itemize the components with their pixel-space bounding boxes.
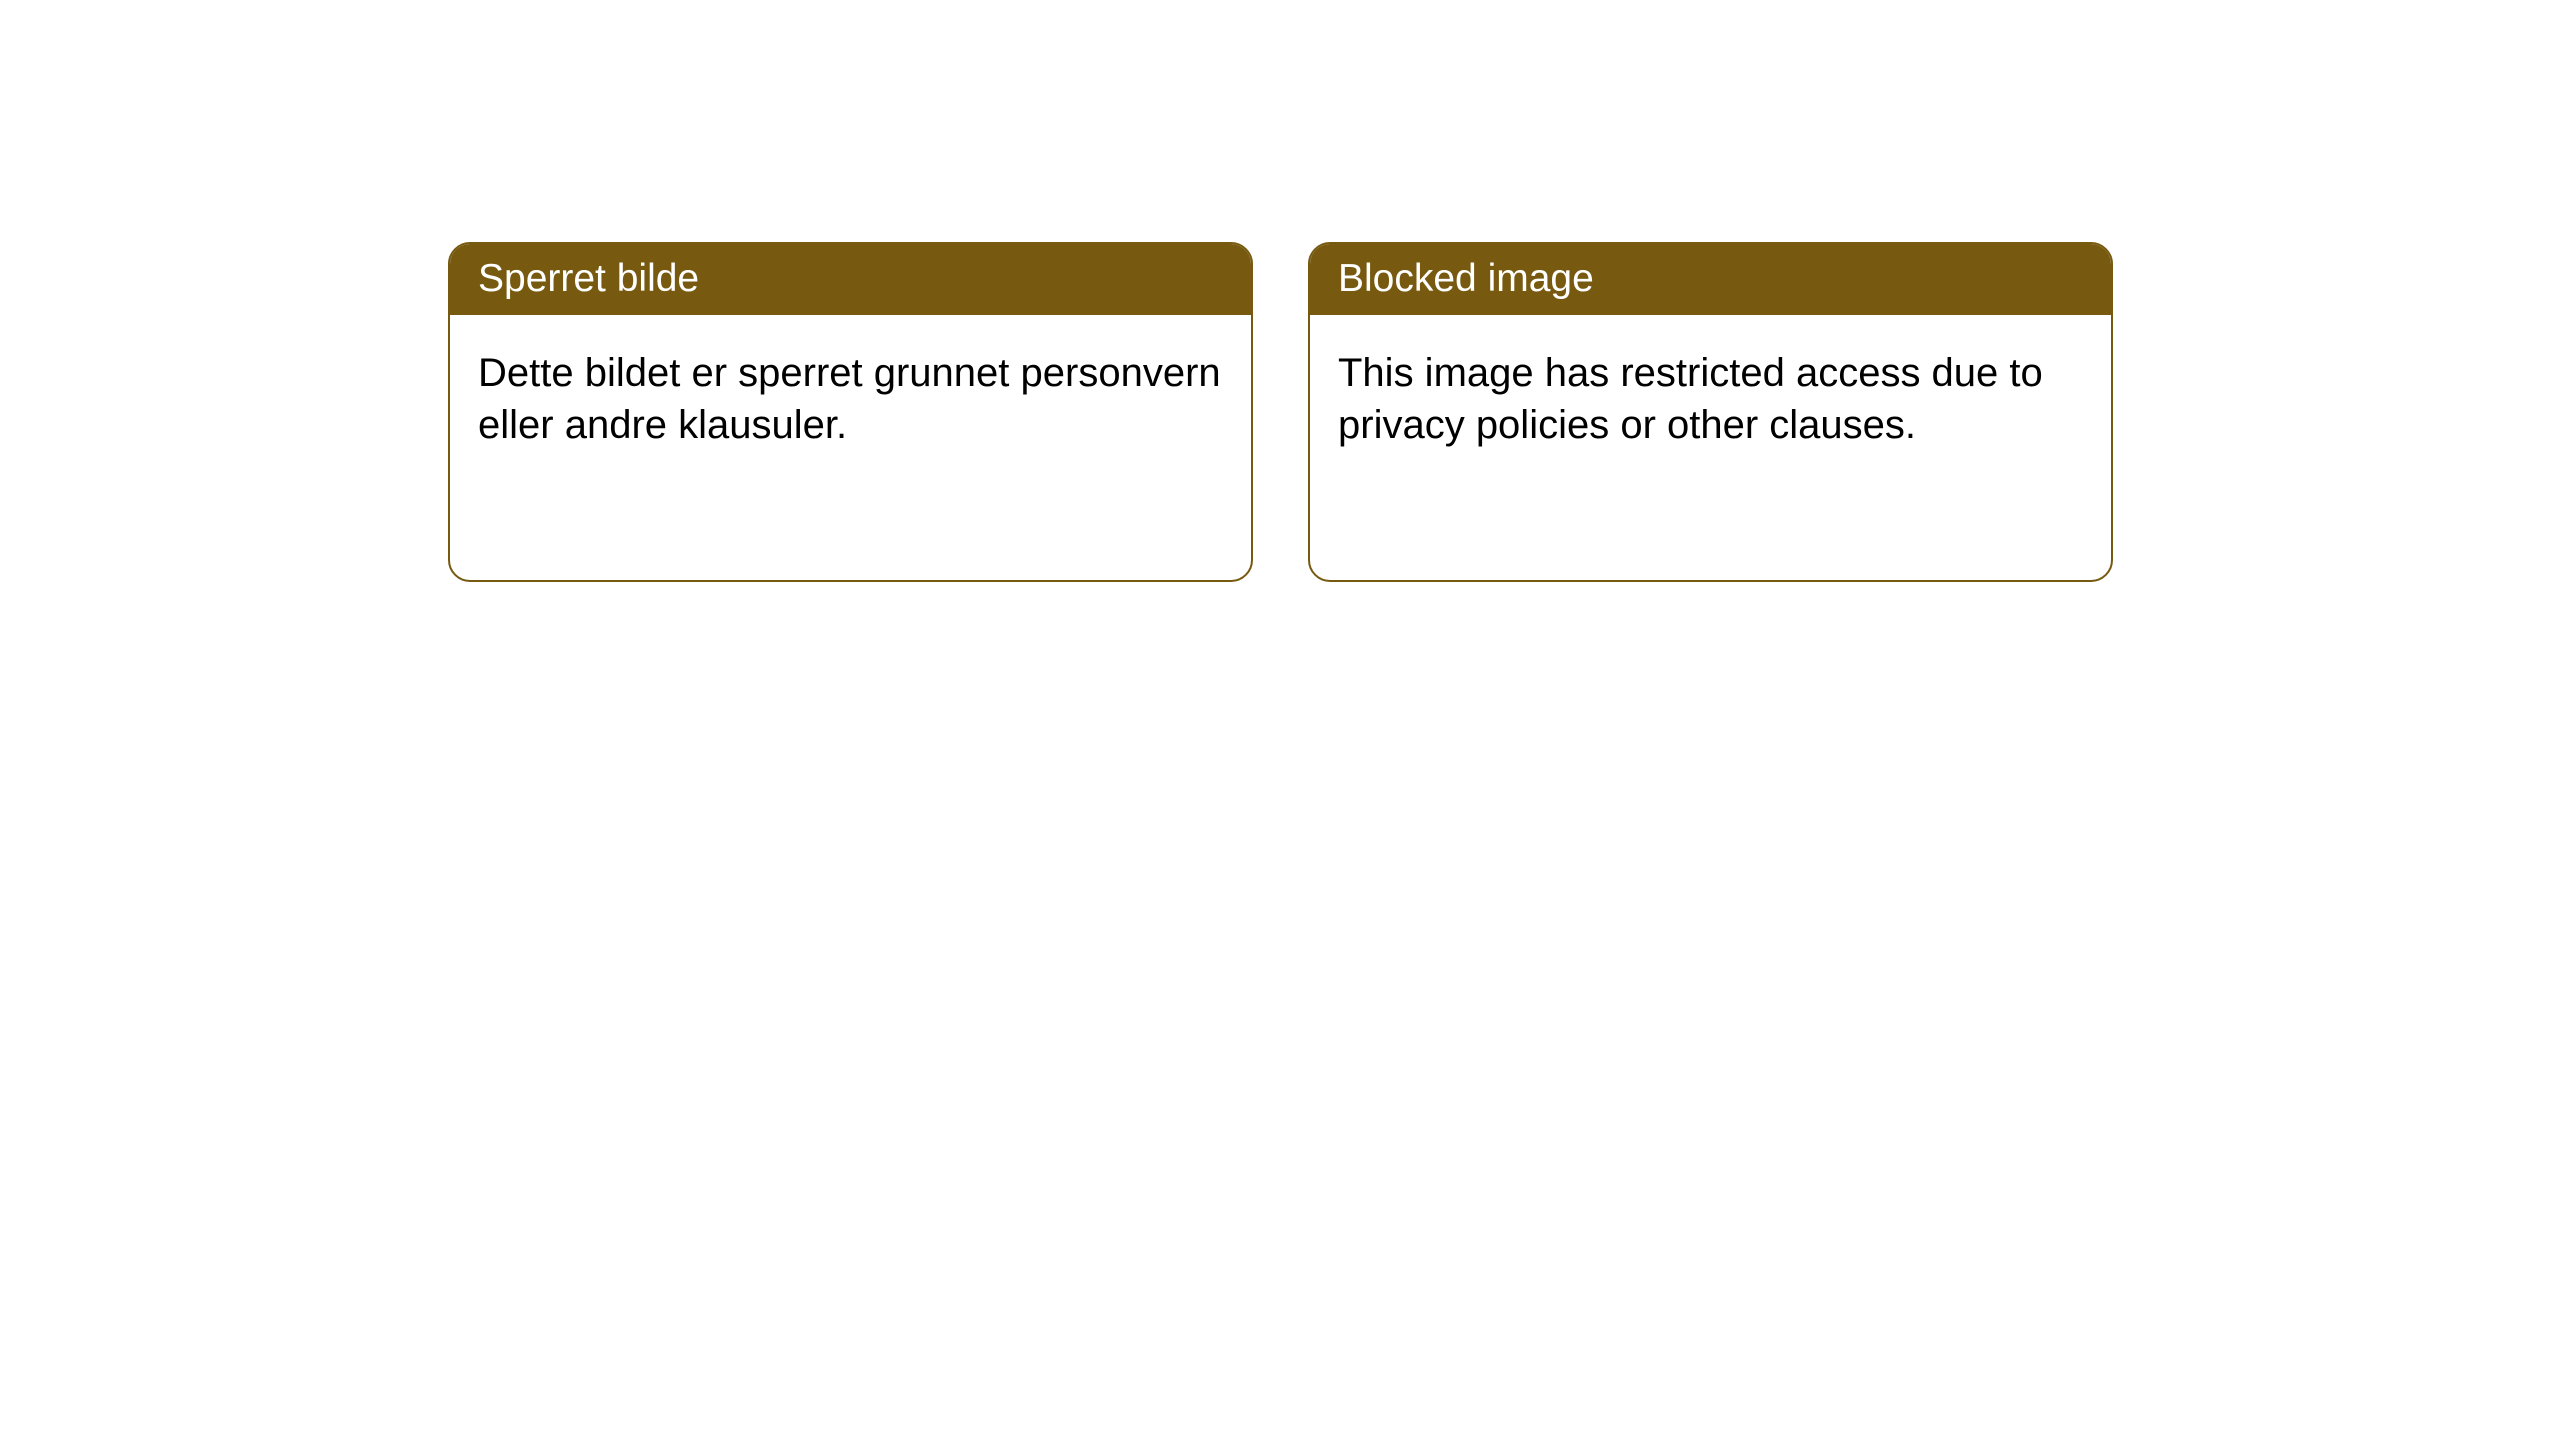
notice-header: Sperret bilde	[450, 244, 1251, 315]
notice-body: Dette bildet er sperret grunnet personve…	[450, 315, 1251, 485]
notice-card-norwegian: Sperret bilde Dette bildet er sperret gr…	[448, 242, 1253, 582]
notice-header-text: Blocked image	[1338, 257, 1594, 300]
notice-body: This image has restricted access due to …	[1310, 315, 2111, 485]
notice-body-text: This image has restricted access due to …	[1338, 351, 2043, 448]
notice-body-text: Dette bildet er sperret grunnet personve…	[478, 351, 1221, 448]
notice-container: Sperret bilde Dette bildet er sperret gr…	[448, 242, 2113, 582]
notice-card-english: Blocked image This image has restricted …	[1308, 242, 2113, 582]
notice-header: Blocked image	[1310, 244, 2111, 315]
notice-header-text: Sperret bilde	[478, 257, 699, 300]
